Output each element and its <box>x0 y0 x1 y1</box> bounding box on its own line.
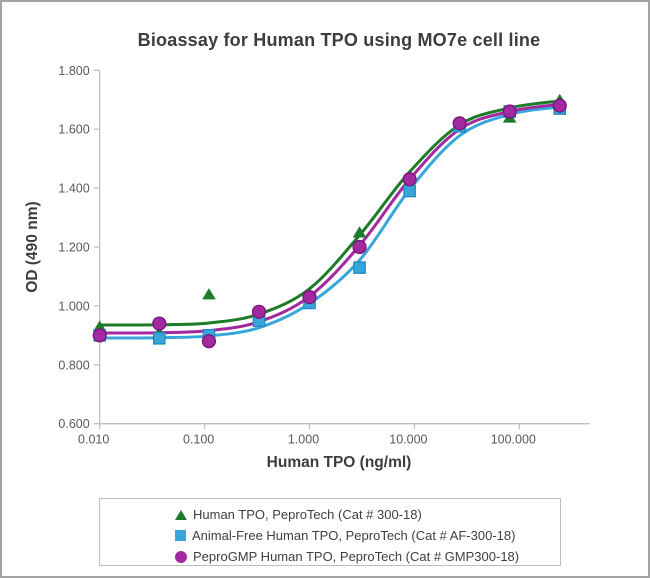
legend-item-human-tpo: Human TPO, PeproTech (Cat # 300-18) <box>175 504 560 525</box>
y-tick-label: 1.200 <box>58 241 89 255</box>
axes <box>99 70 590 425</box>
legend-item-peprogmp-human-tpo: PeproGMP Human TPO, PeproTech (Cat # GMP… <box>175 546 560 567</box>
data-point-circle <box>552 98 567 113</box>
circle-icon <box>175 550 187 563</box>
data-point-circle <box>92 328 107 343</box>
data-point-circle <box>452 116 467 131</box>
y-tick-label: 0.800 <box>58 358 89 372</box>
data-point-circle <box>352 239 367 255</box>
square-icon <box>175 530 186 541</box>
curve-square <box>98 105 562 340</box>
curve-circle <box>98 102 562 335</box>
x-axis-title: Human TPO (ng/ml) <box>266 454 412 471</box>
x-tick-label: 100.000 <box>491 433 536 447</box>
data-point-circle <box>502 104 517 119</box>
legend-label: Animal-Free Human TPO, PeproTech (Cat # … <box>192 528 516 543</box>
data-point-circle <box>201 334 217 349</box>
y-tick-label: 0.600 <box>58 417 89 431</box>
legend-label: Human TPO, PeproTech (Cat # 300-18) <box>193 507 422 522</box>
plot-area: 0.600 0.800 1.000 1.200 1.400 1.600 1.800 0.010… <box>58 64 590 447</box>
legend: Human TPO, PeproTech (Cat # 300-18) Anim… <box>99 498 561 566</box>
legend-item-animal-free-human-tpo: Animal-Free Human TPO, PeproTech (Cat # … <box>175 525 560 546</box>
legend-label: PeproGMP Human TPO, PeproTech (Cat # GMP… <box>193 549 520 564</box>
x-tick-label: 10.000 <box>389 433 427 447</box>
x-tick-label: 0.100 <box>183 433 214 447</box>
data-point-square <box>153 331 166 345</box>
data-point-circle <box>402 172 417 187</box>
data-point-square <box>353 261 366 274</box>
y-tick-label: 1.000 <box>58 299 89 313</box>
y-tick-label: 1.600 <box>58 123 89 137</box>
triangle-icon <box>175 509 187 520</box>
data-point-circle <box>152 316 167 331</box>
chart-title: Bioassay for Human TPO using MO7e cell l… <box>137 30 541 50</box>
data-point-circle <box>302 289 317 305</box>
x-tick-label: 0.010 <box>78 433 109 447</box>
x-tick-label: 1.000 <box>288 433 319 447</box>
y-tick-label: 1.800 <box>58 64 89 78</box>
y-tick-label: 1.400 <box>58 182 89 196</box>
data-point-triangle <box>92 320 107 332</box>
data-point-triangle <box>352 226 367 238</box>
data-point-circle <box>251 304 267 319</box>
curve-triangle <box>98 99 562 327</box>
data-point-triangle <box>202 288 216 300</box>
data-point-square <box>403 184 416 198</box>
